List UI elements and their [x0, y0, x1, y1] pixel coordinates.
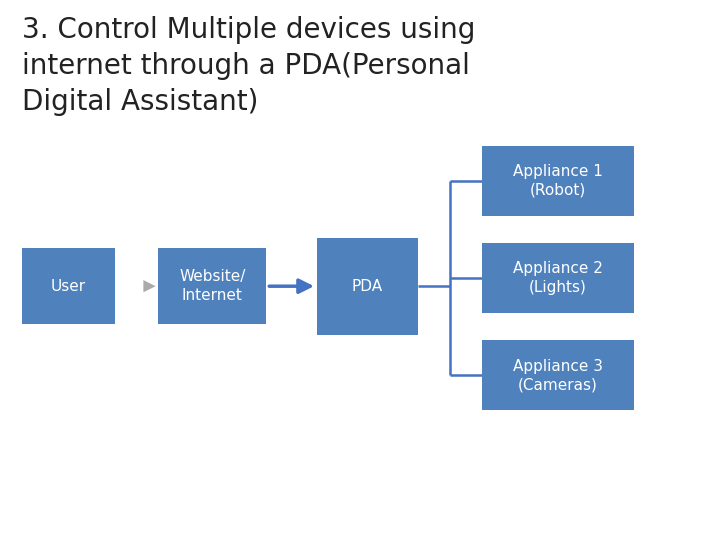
- Text: Website/
Internet: Website/ Internet: [179, 269, 246, 303]
- FancyBboxPatch shape: [482, 243, 634, 313]
- FancyBboxPatch shape: [482, 146, 634, 216]
- Text: Appliance 1
(Robot): Appliance 1 (Robot): [513, 164, 603, 198]
- Text: Appliance 2
(Lights): Appliance 2 (Lights): [513, 261, 603, 295]
- FancyBboxPatch shape: [22, 248, 115, 324]
- Text: 3. Control Multiple devices using
internet through a PDA(Personal
Digital Assist: 3. Control Multiple devices using intern…: [22, 16, 475, 116]
- FancyBboxPatch shape: [317, 238, 418, 335]
- Text: Appliance 3
(Cameras): Appliance 3 (Cameras): [513, 359, 603, 392]
- FancyBboxPatch shape: [158, 248, 266, 324]
- FancyBboxPatch shape: [482, 340, 634, 410]
- Text: PDA: PDA: [351, 279, 383, 294]
- Text: User: User: [51, 279, 86, 294]
